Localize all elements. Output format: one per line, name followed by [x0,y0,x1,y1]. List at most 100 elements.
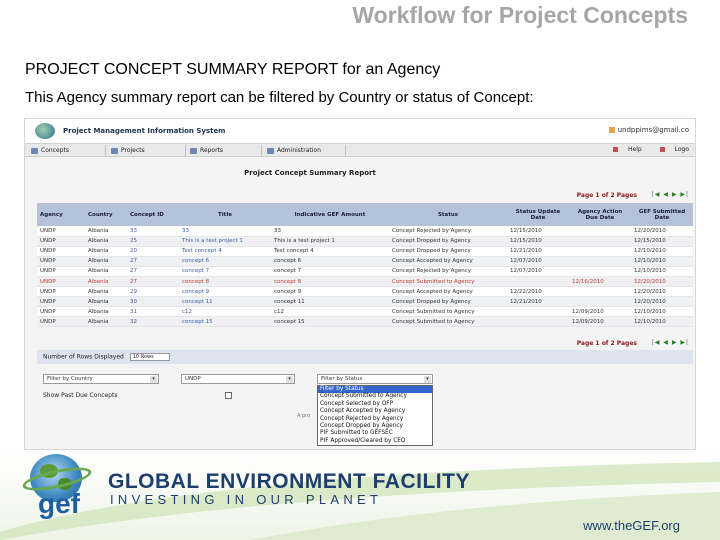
cell-status: Concept Submitted to Agency [389,276,507,288]
help-icon [613,147,618,152]
cell-gef-submitted-date: 12/10/2010 [631,256,693,267]
table-row[interactable]: UNDP Albania 31 c12 c12 Concept Submitted to … [37,306,693,318]
cell-gef-submitted-date: 12/10/2010 [631,246,693,257]
col-agency-action-due-date[interactable]: Agency Action Due Date [569,203,631,226]
cell-title[interactable]: 33 [179,226,271,237]
cell-status-update-date: 12/07/2010 [507,266,569,277]
cell-concept-id[interactable]: 25 [127,236,179,247]
cell-concept-id[interactable]: 32 [127,316,179,328]
status-option[interactable]: Concept Submitted to Agency [320,393,407,400]
col-amount[interactable]: Indicative GEF Amount [271,203,389,226]
status-option[interactable]: PIF Approved/Cleared by CEO [320,437,406,444]
app-header: Project Management Information System un… [25,119,695,143]
cell-country: Albania [85,226,127,237]
cell-amount: concept 8 [271,276,389,288]
cell-title[interactable]: concept 7 [179,266,271,277]
cell-title[interactable]: concept 15 [179,316,271,328]
cell-concept-id[interactable]: 27 [127,256,179,267]
col-country[interactable]: Country [85,203,127,226]
cell-agency-action-due-date [569,246,631,257]
cell-amount: c12 [271,306,389,318]
table-row[interactable]: UNDP Albania 29 concept 9 concept 9 Concept A… [37,286,693,298]
table-row[interactable]: UNDP Albania 33 33 33 Concept Rejected by Age… [37,226,693,237]
cell-agency: UNDP [37,236,85,247]
cell-title[interactable]: concept 8 [179,276,271,288]
table-row[interactable]: UNDP Albania 32 concept 15 concept 15 Concept… [37,316,693,328]
chevron-down-icon: ▾ [424,376,431,383]
cell-status: Concept Submitted to Agency [389,316,507,328]
cell-title[interactable]: Test concept 4 [179,246,271,257]
status-option[interactable]: Concept Dropped by Agency [320,422,403,429]
nav-concepts[interactable]: Concepts [31,146,69,156]
pager-arrows-top[interactable]: |◀ ◀ ▶ ▶| [651,191,689,198]
organization-name: GLOBAL ENVIRONMENT FACILITY [108,470,470,493]
cell-agency: UNDP [37,286,85,298]
pager-arrows-bottom[interactable]: |◀ ◀ ▶ ▶| [651,339,689,346]
show-past-due-checkbox[interactable] [225,392,232,399]
cell-agency: UNDP [37,296,85,308]
table-row[interactable]: UNDP Albania 27 concept 8 concept 8 Concept S… [37,276,693,288]
rows-displayed-label: Number of Rows Displayed [43,353,124,361]
nav-projects[interactable]: Projects [111,146,145,156]
cell-title[interactable]: concept 6 [179,256,271,267]
cell-status-update-date [507,306,569,318]
table-row[interactable]: UNDP Albania 27 concept 6 concept 6 Concept A… [37,256,693,267]
status-option[interactable]: Concept Rejected by Agency [320,415,404,422]
user-icon [608,127,615,133]
col-title[interactable]: Title [179,203,271,226]
cell-concept-id[interactable]: 31 [127,306,179,318]
filter-agency-select[interactable]: UNDP ▾ [181,374,295,384]
cell-country: Albania [85,246,127,257]
cell-title[interactable]: This is a test project 1 [179,236,271,247]
cell-concept-id[interactable]: 29 [127,286,179,298]
filter-status-select[interactable]: Filter by Status ▾ [317,374,433,384]
status-option[interactable]: Concept Selected by OFP [320,400,394,407]
nav-administration[interactable]: Administration [267,146,321,156]
footnote-text: A pro [297,413,311,419]
website-url[interactable]: www.theGEF.org [583,518,680,533]
table-row[interactable]: UNDP Albania 25 This is a test project 1 Thi… [37,236,693,247]
col-concept-id[interactable]: Concept ID [127,203,179,226]
cell-title[interactable]: concept 9 [179,286,271,298]
cell-gef-submitted-date: 12/20/2010 [631,286,693,298]
cell-concept-id[interactable]: 30 [127,296,179,308]
cell-status: Concept Submitted to Agency [389,306,507,318]
cell-agency-action-due-date [569,226,631,237]
help-link[interactable]: Help [605,146,642,153]
cell-amount: concept 6 [271,256,389,267]
cell-agency-action-due-date [569,236,631,247]
cell-country: Albania [85,306,127,318]
cell-concept-id[interactable]: 33 [127,226,179,237]
logout-link[interactable]: Logo [652,146,689,153]
filter-country-select[interactable]: Filter by Country ▾ [43,374,159,384]
table-row[interactable]: UNDP Albania 30 concept 11 concept 11 Concept… [37,296,693,308]
cell-agency: UNDP [37,306,85,318]
cell-agency-action-due-date: 12/16/2010 [569,276,631,288]
logout-icon [659,147,665,152]
col-gef-submitted-date[interactable]: GEF Submitted Date [631,203,693,226]
pager-top[interactable]: Page 1 of 2 Pages [576,192,637,199]
cell-concept-id[interactable]: 27 [127,266,179,277]
table-row[interactable]: UNDP Albania 20 Test concept 4 Test concept … [37,246,693,257]
status-option[interactable]: Concept Accepted by Agency [320,408,406,415]
col-status-update-date[interactable]: Status Update Date [507,203,569,226]
cell-title[interactable]: c12 [179,306,271,318]
pager-bottom[interactable]: Page 1 of 2 Pages [576,340,637,347]
rows-displayed-select[interactable]: 10 Rows [129,353,170,361]
status-option[interactable]: PIF Submitted to GEFSEC [320,430,393,437]
status-option[interactable]: Filter by Status [318,386,432,394]
cell-concept-id[interactable]: 27 [127,276,179,288]
nav-reports[interactable]: Reports [190,146,223,156]
app-name: Project Management Information System [63,127,226,135]
cell-status-update-date: 12/15/2010 [507,236,569,247]
cell-concept-id[interactable]: 20 [127,246,179,257]
col-status[interactable]: Status [389,203,507,226]
cell-status: Concept Rejected by Agency [389,266,507,277]
col-agency[interactable]: Agency [37,203,85,226]
cell-status-update-date: 12/15/2010 [507,226,569,237]
report-table: Agency Country Concept ID Title Indicati… [37,203,693,328]
cell-title[interactable]: concept 11 [179,296,271,308]
globe-logo-icon [35,123,55,139]
table-row[interactable]: UNDP Albania 27 concept 7 concept 7 Concept R… [37,266,693,277]
cell-status-update-date [507,276,569,288]
